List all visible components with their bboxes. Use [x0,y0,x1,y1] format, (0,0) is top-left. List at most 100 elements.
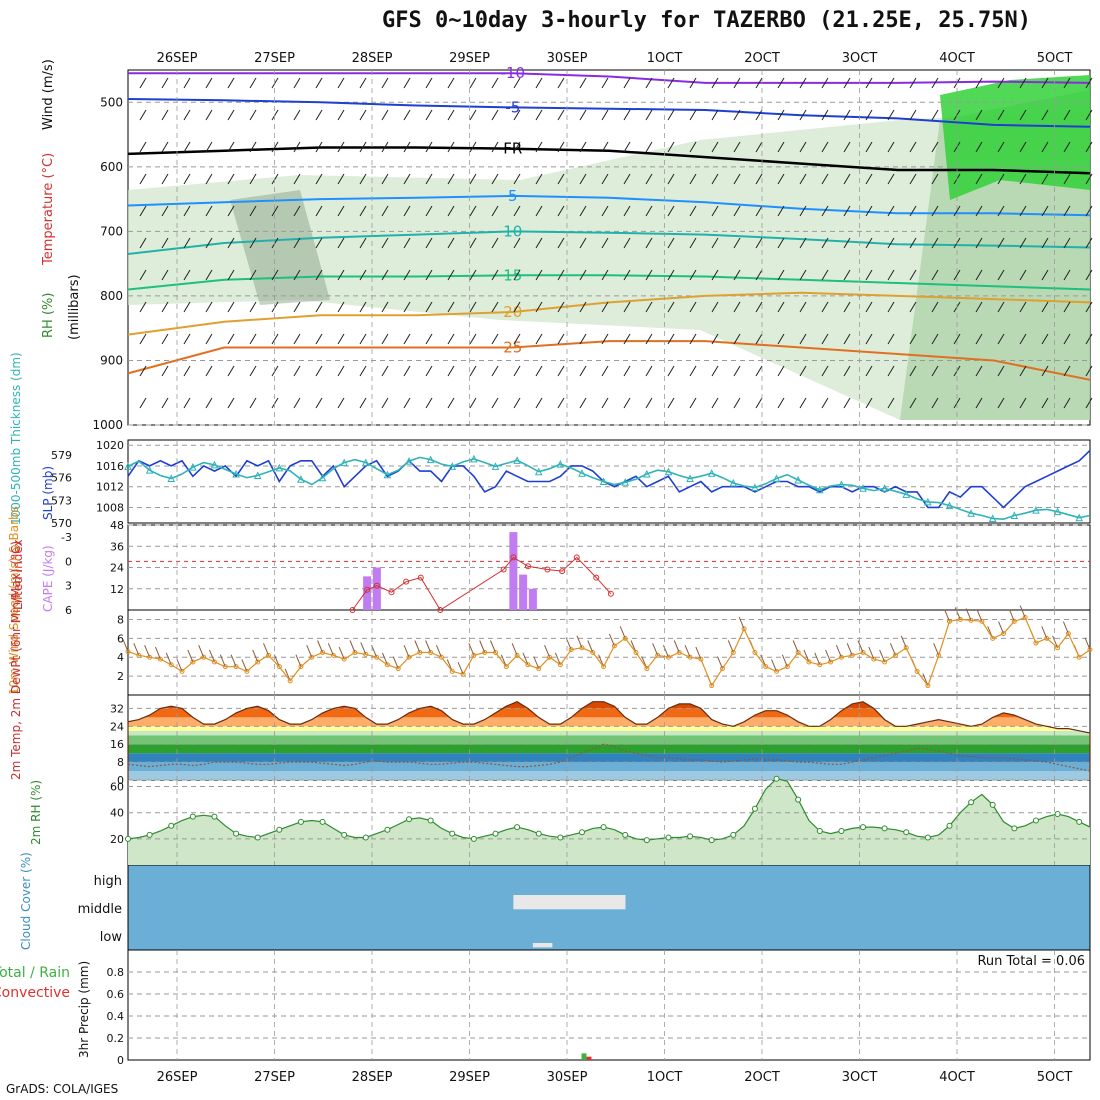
wind-barb [887,333,895,345]
temp-tick-label: 32 [110,702,124,715]
x-label-top: 2OCT [744,51,780,66]
wind-barb [689,237,697,249]
wind-barb [139,333,147,345]
wind-barb [513,109,521,121]
contour-line [127,340,1091,381]
wind-barb-10m [738,616,745,630]
wind-barb-10m [522,652,529,665]
wind-speed-point [514,652,520,658]
wind-barb [359,205,367,217]
temp-band [128,717,1090,727]
wind-barb [777,397,785,409]
dewpoint-line [127,743,1091,772]
wind-barb [139,141,147,153]
wind-barb [821,141,829,153]
wind-barb [843,205,851,217]
wind-barb [249,365,257,377]
wind-barb [381,237,389,249]
wind-barb [513,397,521,409]
wind-speed-point [276,664,282,670]
wind-barb [623,141,631,153]
wind-barb-10m [133,643,140,656]
wind-barb [1063,141,1071,153]
wind-barb [249,109,257,121]
panel-frame [127,949,1091,1061]
wind-barb [975,269,983,281]
rh-point [125,835,131,842]
wind-barb [139,205,147,217]
wind-barb-10m [241,659,248,672]
wind-barb [1019,237,1027,249]
wind-barb-10m [219,654,226,667]
wind-barb [271,269,279,281]
rh-point [146,831,153,838]
wind-barb-10m [122,639,129,652]
wind-barb [821,173,829,185]
wind-speed-point [784,664,790,670]
wind-barb [865,397,873,409]
rh-tick-label: 40 [110,807,124,820]
wind-barb [381,365,389,377]
wind-barb [579,301,587,313]
wind-barb-10m [954,607,961,620]
x-label-bottom: 30SEP [547,1070,588,1085]
wind-barb [689,301,697,313]
wind-barb [535,173,543,185]
wind-barb [909,77,917,89]
wind-barb-10m [879,649,886,663]
wind-speed-point [730,650,736,655]
lifted-index-point [373,582,380,589]
wind-barb [161,333,169,345]
wind-barb [777,205,785,217]
wind-barb [821,237,829,249]
wind-barb [469,141,477,153]
wind-barb [997,237,1005,249]
wind-barb [623,333,631,345]
wind-barb [469,77,477,89]
wind-barb-10m [187,649,194,663]
wind-barb [931,173,939,185]
wind-barb [997,173,1005,185]
wind-barb-10m [381,652,388,665]
wind-barb [909,397,917,409]
wind-barb [733,397,741,409]
wind-barb [205,173,213,185]
wind-barb [1041,333,1049,345]
wind-barb [249,237,257,249]
wind-barb [381,77,389,89]
rh-point [1054,811,1061,817]
pressure-tick-label: 700 [100,224,123,238]
wind-barb [447,109,455,121]
wind-barb [1019,205,1027,217]
rh-point [211,813,218,820]
wind-barb-10m [252,649,259,663]
wind-barb-10m [457,662,464,675]
wind-barb [227,173,235,185]
wind-barb [161,173,169,185]
wind-barb [469,237,477,249]
wind-barb [1085,77,1093,89]
wind-barb [975,397,983,409]
wind-barb [249,397,257,409]
wind-barb [997,205,1005,217]
wind-barb [403,333,411,345]
wind-barb [513,365,521,377]
wind-barb [535,333,543,345]
wind-barb [447,269,455,281]
x-label-top: 3OCT [842,51,878,66]
wind-speed-point [914,668,920,674]
wind-barb-10m [846,643,853,656]
wind-barb [425,77,433,89]
thickness-tick-label: 579 [51,449,72,462]
wind-barb [403,77,411,89]
rh-point [1076,818,1083,825]
wind-barb [161,397,169,409]
wind-speed-point [168,662,174,668]
wind-barb-10m [414,640,421,653]
rh-point [362,834,369,841]
wind-barb [689,269,697,281]
wind-barb [139,301,147,313]
wind-barb-10m [317,640,324,653]
rh-point [384,826,391,833]
